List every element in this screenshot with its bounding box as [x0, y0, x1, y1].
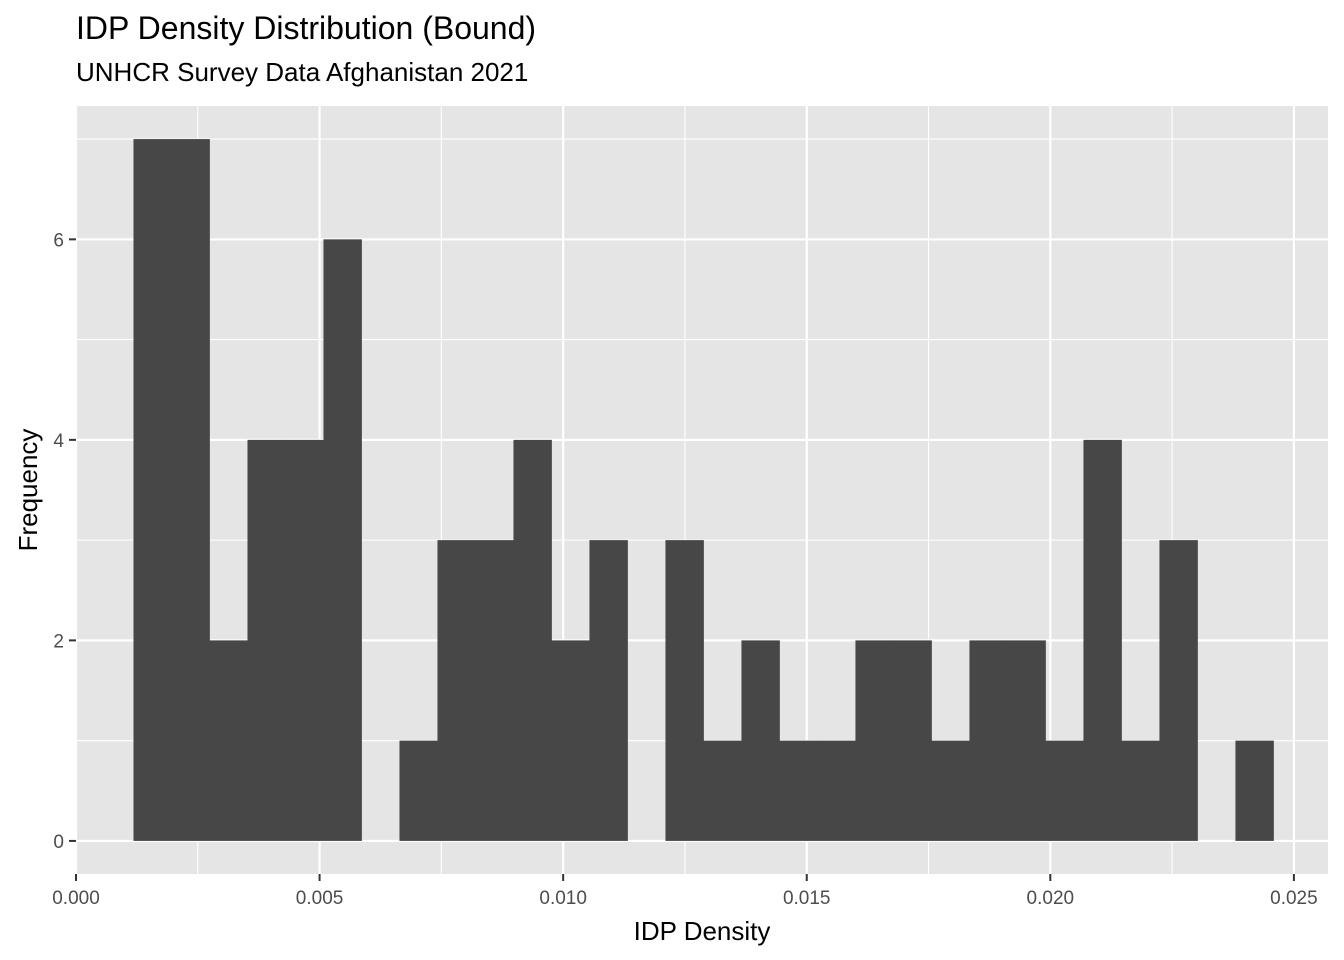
histogram-bar [513, 439, 552, 841]
histogram-bar [551, 640, 590, 841]
histogram-bar [285, 439, 324, 841]
y-axis-title: Frequency [13, 429, 43, 552]
histogram-bar [665, 540, 704, 841]
histogram-bar [1121, 740, 1160, 841]
x-tick-label: 0.025 [1270, 888, 1318, 909]
histogram-bar [133, 139, 172, 841]
histogram-bar [171, 139, 210, 841]
histogram-bar [703, 740, 742, 841]
y-tick-label: 6 [53, 230, 64, 251]
histogram-bar [1235, 740, 1274, 841]
y-tick-label: 2 [53, 631, 64, 652]
histogram-bar [437, 540, 476, 841]
y-axis: 0 2 4 6 [53, 230, 76, 853]
x-tick-label: 0.000 [52, 888, 100, 909]
histogram-bar [323, 239, 362, 841]
histogram-bar [1045, 740, 1084, 841]
histogram-bar [969, 640, 1008, 841]
histogram-bar [855, 640, 894, 841]
x-tick-label: 0.020 [1027, 888, 1075, 909]
x-axis: 0.000 0.005 0.010 0.015 0.020 0.025 [52, 874, 1318, 909]
histogram-bar [1083, 439, 1122, 841]
x-tick-label: 0.015 [783, 888, 831, 909]
histogram-bar [399, 740, 438, 841]
x-tick-label: 0.010 [539, 888, 587, 909]
chart-title: IDP Density Distribution (Bound) [76, 10, 537, 46]
chart-subtitle: UNHCR Survey Data Afghanistan 2021 [76, 57, 529, 87]
y-tick-label: 0 [53, 832, 64, 853]
x-tick-label: 0.005 [296, 888, 344, 909]
y-tick-label: 4 [53, 431, 64, 452]
histogram-bar [931, 740, 970, 841]
histogram-bar [893, 640, 932, 841]
histogram-bar [475, 540, 514, 841]
histogram-bar [779, 740, 818, 841]
histogram-bar [209, 640, 248, 841]
histogram-bar [1159, 540, 1198, 841]
histogram-bar [817, 740, 856, 841]
histogram-bar [741, 640, 780, 841]
histogram-bar [1007, 640, 1046, 841]
x-axis-title: IDP Density [634, 916, 771, 946]
histogram-bar [247, 439, 286, 841]
histogram-bar [589, 540, 628, 841]
histogram-bars [133, 139, 1274, 841]
